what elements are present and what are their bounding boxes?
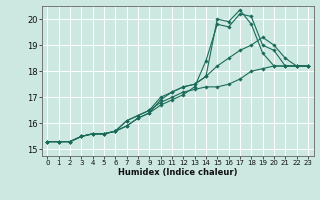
X-axis label: Humidex (Indice chaleur): Humidex (Indice chaleur) — [118, 168, 237, 177]
